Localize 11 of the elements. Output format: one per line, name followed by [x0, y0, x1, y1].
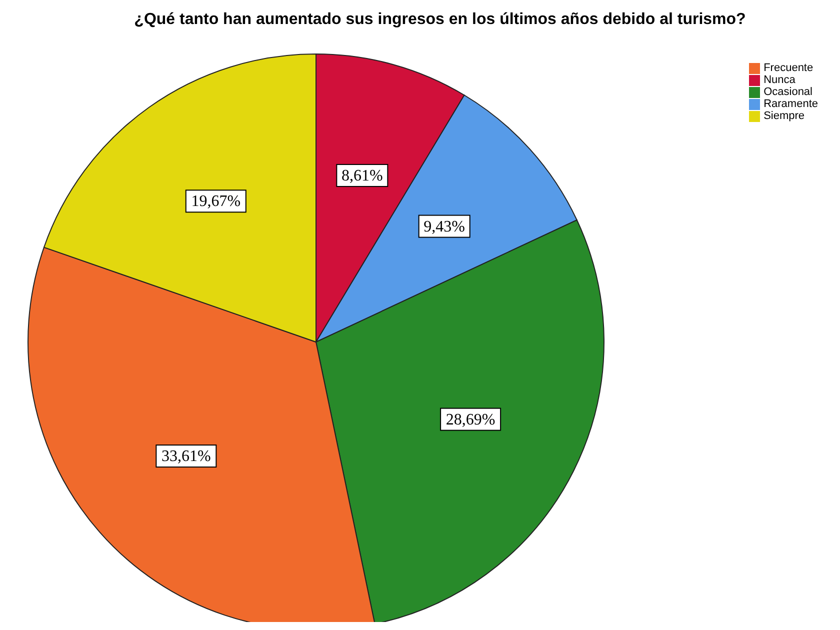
data-label: 19,67%	[191, 193, 241, 210]
legend-label: Siempre	[764, 110, 805, 122]
data-label: 9,43%	[424, 218, 466, 236]
chart-title: ¿Qué tanto han aumentado sus ingresos en los últimos años debido al turismo?	[133, 10, 747, 30]
legend-label: Nunca	[764, 74, 796, 86]
legend-label: Ocasional	[764, 86, 812, 98]
data-label: 28,69%	[446, 411, 496, 428]
legend-label: Frecuente	[764, 62, 814, 74]
legend-label: Raramente	[764, 98, 818, 110]
data-label: 8,61%	[342, 167, 383, 184]
data-label: 33,61%	[162, 448, 211, 466]
